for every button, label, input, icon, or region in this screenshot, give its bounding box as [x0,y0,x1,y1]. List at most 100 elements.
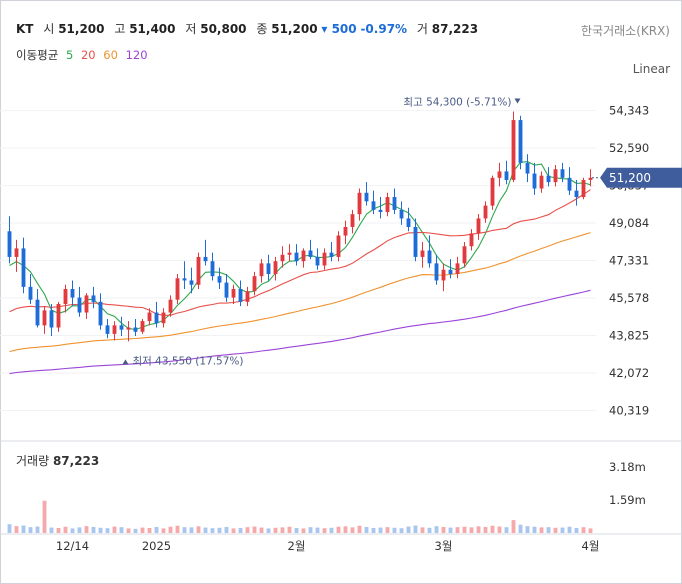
candle-body [231,289,236,298]
ma20-legend: 20 [80,48,96,62]
candle-body [420,250,425,257]
volume-bar [238,528,243,533]
candle-body [476,218,481,234]
candle-body [553,169,558,183]
candle-body [14,248,19,257]
volume-bar [525,526,530,533]
volume-bar [56,528,61,533]
volume-tick-label: 1.59m [609,493,646,507]
open-value: 51,200 [58,22,105,36]
candle-body [126,327,131,330]
volume-bar [21,525,26,533]
volume-bar [98,527,103,533]
candle-body [511,120,516,180]
candle-body [371,201,376,210]
close-label: 종 [256,22,268,36]
candle-body [154,312,159,324]
candle-body [322,252,327,266]
candle-body [504,171,509,180]
volume-bar [133,528,138,533]
candle-body [329,252,334,257]
candle-body [259,263,264,277]
volume-bar [560,527,565,533]
candle-body [434,263,439,281]
volume-bar [490,525,495,533]
scale-mode-toggle[interactable]: Linear [632,62,670,76]
high-value: 51,400 [129,22,176,36]
ma60-legend: 60 [103,48,118,62]
volume-bar [392,527,397,533]
low-value: 50,800 [200,22,247,36]
candle-body [175,278,180,300]
moving-average-legend[interactable]: 이동평균 5 20 60 120 [16,47,148,63]
volume-bar [357,525,362,533]
candle-body [315,256,320,266]
ma120-legend: 120 [125,48,148,62]
candle-body [350,214,355,227]
volume-bar [14,526,19,533]
candle-body [413,226,418,257]
volume-bar [140,527,145,533]
volume-bar [301,528,306,533]
candle-body [91,295,96,302]
volume-bar [189,527,194,533]
candle-body [245,291,250,302]
candle-body [567,177,572,191]
volume-label: 거 [416,22,428,36]
candle-body [77,297,82,313]
candle-body [252,276,257,292]
candle-body [490,177,495,206]
volume-bar [196,526,201,533]
low-marker [122,359,129,365]
volume-panel-label: 거래량 87,223 [16,452,99,469]
y-tick-label: 43,825 [609,329,649,343]
volume-bar [28,527,33,533]
candle-body [385,197,390,213]
volume-bar [35,526,40,533]
change-value: ▾ 500 [321,22,357,36]
candle-body [525,162,530,174]
candle-body [560,169,565,178]
candle-body [518,120,523,163]
high-annotation: 최고 54,300 (-5.71%) [403,97,511,109]
candle-body [49,310,54,328]
volume-bar [126,528,131,533]
volume-bar [539,527,544,533]
candle-body [357,192,362,215]
ticker: KT [16,22,34,36]
volume-panel-title: 거래량 [16,454,50,468]
y-tick-label: 42,072 [609,366,649,380]
candle-body [483,205,488,219]
volume-bar [105,528,110,533]
candle-body [588,177,593,180]
volume-bar [119,527,124,533]
open-label: 시 [43,22,55,36]
candle-body [21,248,26,287]
volume-bar [322,528,327,533]
candle-body [28,286,33,300]
candle-body [84,295,89,313]
volume-bar [448,527,453,533]
quote-header: KT 시 51,200 고 51,400 저 50,800 종 51,200 ▾… [16,20,478,37]
volume-bar [91,526,96,533]
volume-bar [399,528,404,533]
low-annotation: 최저 43,550 (17.57%) [133,355,244,367]
x-tick-label: 3월 [435,539,453,553]
y-tick-label: 40,319 [609,403,649,417]
volume-bar [504,527,509,533]
volume-bar [378,527,383,533]
volume-tick-label: 3.18m [609,460,646,474]
ma60-line [9,232,591,353]
volume-bar [77,527,82,533]
candle-body [182,278,187,281]
current-price-label: 51,200 [609,171,651,185]
candle-body [105,325,110,334]
candle-body [497,171,502,178]
candle-body [343,226,348,236]
candle-body [112,325,117,334]
candle-body [364,192,369,202]
candle-body [147,312,152,322]
volume-bar [567,526,572,533]
volume-bar [588,528,593,533]
